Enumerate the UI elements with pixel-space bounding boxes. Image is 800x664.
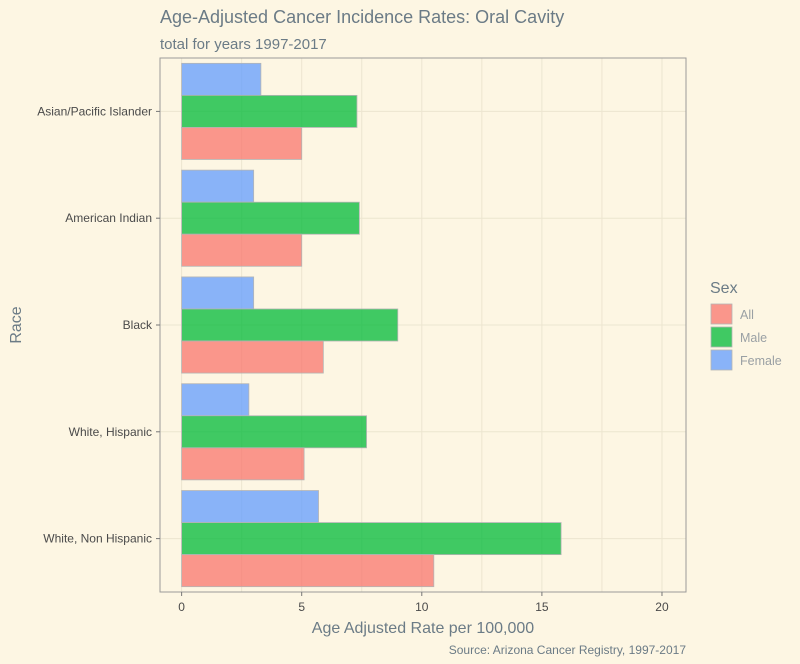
bar-male (181, 201, 360, 235)
bar-all (181, 340, 324, 374)
bar-female (181, 383, 250, 417)
bar-male (181, 522, 562, 556)
bar-male (181, 94, 358, 128)
y-tick-label: Black (123, 318, 153, 332)
plot-panel (159, 57, 687, 593)
x-tick-label: 10 (415, 600, 429, 614)
legend: Sex All Male Female (710, 280, 782, 371)
x-tick-label: 5 (298, 600, 305, 614)
bar-female (181, 62, 262, 96)
y-tick-label: White, Hispanic (69, 425, 152, 439)
x-tick-label: 0 (178, 600, 185, 614)
legend-label: Female (740, 354, 782, 368)
y-tick-labels: Asian/Pacific Islander American Indian Bla… (37, 104, 160, 546)
legend-key-all (710, 303, 733, 325)
x-tick-label: 15 (535, 600, 549, 614)
chart-caption: Source: Arizona Cancer Registry, 1997-20… (449, 643, 687, 657)
legend-title: Sex (710, 280, 738, 297)
bar-female (181, 276, 255, 310)
bar-male (181, 308, 399, 342)
legend-key-female (710, 349, 733, 371)
bar-all (181, 554, 435, 588)
bar-all (181, 447, 305, 481)
chart-subtitle: total for years 1997-2017 (160, 36, 327, 53)
bar-female (181, 169, 255, 203)
y-tick-label: White, Non Hispanic (43, 532, 152, 546)
legend-label: All (740, 308, 754, 322)
bar-male (181, 415, 367, 449)
x-tick-label: 20 (655, 600, 669, 614)
y-tick-label: American Indian (65, 211, 152, 225)
bar-all (181, 127, 303, 160)
x-axis-title: Age Adjusted Rate per 100,000 (312, 620, 534, 637)
chart-title: Age-Adjusted Cancer Incidence Rates: Ora… (160, 7, 564, 27)
legend-label: Male (740, 331, 767, 345)
bar-all (181, 233, 303, 267)
x-tick-labels: 0 5 10 15 20 (178, 592, 669, 614)
legend-key-male (710, 326, 733, 348)
y-tick-label: Asian/Pacific Islander (37, 104, 152, 118)
y-axis-title: Race (8, 306, 25, 343)
bar-female (181, 490, 319, 523)
